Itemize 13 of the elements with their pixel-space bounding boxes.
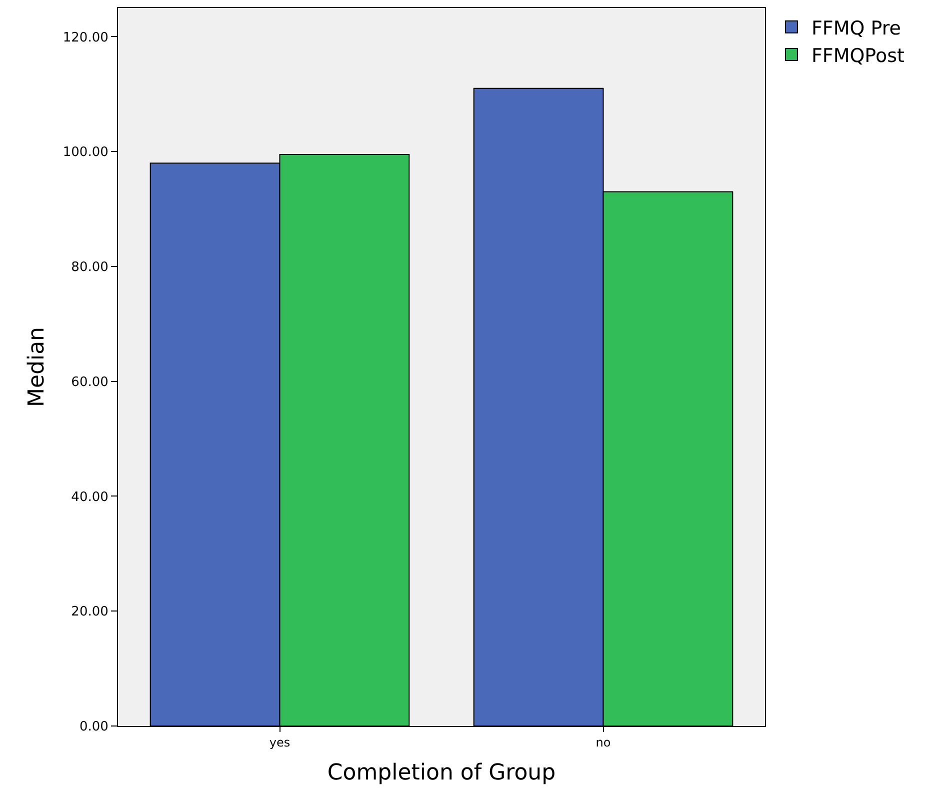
y-tick-label: 0.00 [79,720,108,735]
y-axis-title: Median [24,326,50,408]
y-tick-label: 40.00 [71,490,108,505]
y-tick-label: 60.00 [71,374,108,390]
legend-label: FFMQ Pre [811,17,901,40]
y-tick-label: 80.00 [71,260,108,276]
x-axis-title: Completion of Group [327,760,556,786]
y-tick-label: 100.00 [62,145,108,160]
legend-label: FFMQPost [811,44,904,67]
x-tick-label: no [596,735,611,750]
x-tick-label: yes [269,735,290,750]
y-tick-label: 120.00 [62,30,108,46]
y-tick-label: 20.00 [71,604,108,620]
